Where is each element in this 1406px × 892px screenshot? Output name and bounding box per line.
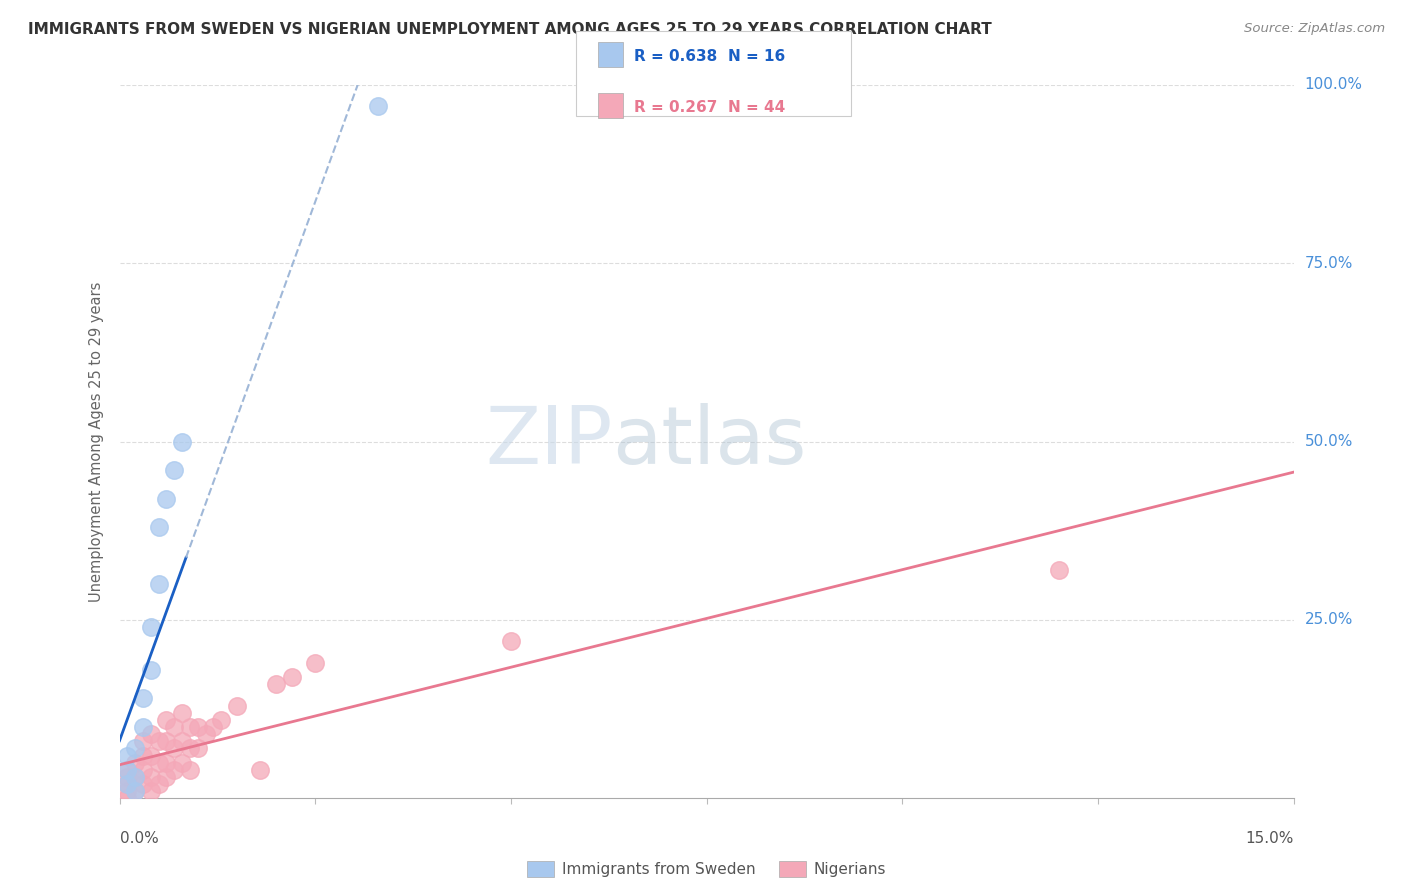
Point	[225, 698, 249, 713]
Point	[249, 763, 271, 777]
Point	[179, 720, 201, 734]
Text: IMMIGRANTS FROM SWEDEN VS NIGERIAN UNEMPLOYMENT AMONG AGES 25 TO 29 YEARS CORREL: IMMIGRANTS FROM SWEDEN VS NIGERIAN UNEMP…	[28, 22, 991, 37]
Point	[117, 784, 139, 798]
Point	[139, 727, 162, 741]
Text: 25.0%: 25.0%	[1305, 613, 1353, 627]
Point	[202, 720, 225, 734]
Point	[172, 434, 194, 449]
Point	[148, 734, 170, 748]
Point	[1047, 563, 1070, 577]
Point	[187, 741, 209, 756]
Point	[499, 634, 522, 648]
Point	[132, 734, 155, 748]
Point	[264, 677, 287, 691]
Point	[172, 706, 194, 720]
Point	[117, 763, 139, 777]
Point	[148, 756, 170, 770]
Point	[163, 763, 186, 777]
Point	[132, 748, 155, 763]
Point	[148, 577, 170, 591]
Text: 100.0%: 100.0%	[1305, 78, 1362, 92]
Point	[148, 520, 170, 534]
Text: atlas: atlas	[613, 402, 807, 481]
Point	[163, 463, 186, 477]
Point	[187, 720, 209, 734]
Point	[148, 777, 170, 791]
Text: 0.0%: 0.0%	[120, 831, 159, 846]
Point	[124, 756, 146, 770]
Point	[304, 656, 326, 670]
Point	[139, 748, 162, 763]
Point	[117, 777, 139, 791]
Point	[179, 763, 201, 777]
Point	[124, 784, 146, 798]
Point	[139, 770, 162, 784]
Point	[163, 720, 186, 734]
Point	[117, 763, 139, 777]
Point	[117, 791, 139, 805]
Point	[163, 741, 186, 756]
Point	[139, 620, 162, 634]
Point	[117, 770, 139, 784]
Point	[155, 713, 177, 727]
Text: 50.0%: 50.0%	[1305, 434, 1353, 449]
Point	[194, 727, 217, 741]
Point	[117, 777, 139, 791]
Point	[124, 741, 146, 756]
Point	[139, 663, 162, 677]
Y-axis label: Unemployment Among Ages 25 to 29 years: Unemployment Among Ages 25 to 29 years	[89, 281, 104, 602]
Point	[280, 670, 302, 684]
Text: R = 0.638: R = 0.638	[634, 49, 717, 64]
Point	[155, 756, 177, 770]
Point	[367, 99, 389, 113]
Point	[179, 741, 201, 756]
Text: N = 16: N = 16	[728, 49, 786, 64]
Point	[172, 734, 194, 748]
Text: Source: ZipAtlas.com: Source: ZipAtlas.com	[1244, 22, 1385, 36]
Point	[155, 491, 177, 506]
Point	[155, 734, 177, 748]
Point	[124, 770, 146, 784]
Point	[155, 770, 177, 784]
Point	[124, 770, 146, 784]
Point	[132, 691, 155, 706]
Point	[172, 756, 194, 770]
Point	[132, 777, 155, 791]
Point	[124, 784, 146, 798]
Text: N = 44: N = 44	[728, 100, 786, 115]
Point	[139, 784, 162, 798]
Text: R = 0.267: R = 0.267	[634, 100, 717, 115]
Point	[117, 748, 139, 763]
Text: ZIP: ZIP	[485, 402, 613, 481]
Text: 15.0%: 15.0%	[1246, 831, 1294, 846]
Point	[132, 763, 155, 777]
Point	[209, 713, 232, 727]
Point	[132, 720, 155, 734]
Legend: Immigrants from Sweden, Nigerians: Immigrants from Sweden, Nigerians	[520, 855, 893, 883]
Text: 75.0%: 75.0%	[1305, 256, 1353, 270]
